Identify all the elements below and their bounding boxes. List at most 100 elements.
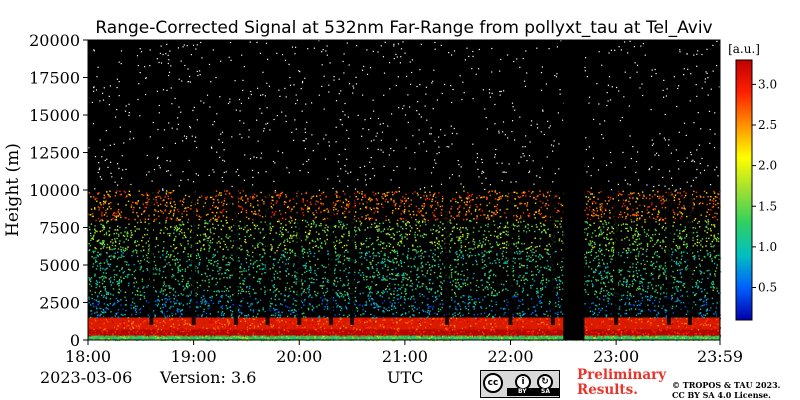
signal-speckle [524,337,527,340]
signal-speckle [178,265,180,267]
signal-speckle [483,333,485,335]
signal-speckle [208,303,210,305]
signal-speckle [306,288,309,290]
signal-speckle [316,306,318,308]
signal-speckle [257,337,259,339]
signal-speckle [106,261,108,263]
signal-speckle [228,322,230,325]
signal-speckle [137,323,139,325]
signal-speckle [219,322,221,324]
signal-speckle [99,315,101,317]
signal-speckle [424,321,426,323]
signal-speckle [641,297,643,299]
signal-speckle [647,304,649,306]
signal-speckle [153,334,155,336]
signal-speckle [308,269,311,272]
signal-speckle [354,317,356,320]
signal-speckle [250,335,252,337]
signal-speckle [467,309,470,311]
signal-speckle [276,325,278,328]
signal-speckle [715,311,717,313]
signal-speckle [314,290,316,293]
signal-speckle [139,308,142,310]
signal-speckle [291,318,294,320]
signal-speckle [325,328,328,331]
signal-speckle [641,335,644,337]
signal-speckle [197,332,199,335]
signal-speckle [590,331,593,334]
signal-speckle [478,335,480,337]
signal-speckle [475,322,477,325]
signal-speckle [301,313,303,315]
signal-speckle [215,336,217,338]
signal-speckle [388,309,390,312]
signal-speckle [428,279,430,281]
signal-speckle [295,276,297,278]
signal-speckle [703,272,705,274]
signal-speckle [588,266,590,268]
signal-speckle [522,311,524,313]
signal-speckle [614,337,616,339]
signal-speckle [108,265,111,267]
signal-speckle [512,295,515,297]
signal-speckle [441,306,443,309]
signal-speckle [359,321,362,323]
signal-speckle [413,298,415,300]
signal-speckle [558,300,560,303]
signal-speckle [190,299,192,301]
signal-speckle [164,315,166,317]
signal-speckle [399,333,401,335]
signal-speckle [536,334,538,337]
signal-speckle [269,305,272,308]
signal-speckle [288,294,290,297]
signal-speckle [348,330,350,332]
signal-speckle [384,260,386,263]
signal-speckle [647,299,649,301]
signal-speckle [560,324,563,326]
signal-speckle [450,297,453,299]
signal-speckle [89,304,92,306]
signal-speckle [689,331,691,334]
signal-speckle [420,266,422,269]
signal-speckle [592,276,595,278]
signal-speckle [637,300,640,302]
signal-speckle [501,335,504,337]
signal-speckle [441,331,443,333]
signal-speckle [418,307,420,309]
signal-speckle [655,336,657,338]
signal-speckle [637,333,639,336]
signal-speckle [278,290,280,293]
signal-speckle [382,311,385,313]
signal-speckle [166,310,168,313]
signal-speckle [463,274,465,277]
signal-speckle [224,326,226,328]
signal-speckle [247,336,249,338]
signal-speckle [251,303,253,305]
signal-speckle [270,326,272,328]
signal-speckle [432,336,434,338]
signal-speckle [264,310,267,313]
signal-speckle [462,295,464,297]
signal-speckle [664,311,667,313]
signal-speckle [409,339,411,342]
signal-speckle [173,336,175,338]
signal-speckle [665,322,668,324]
signal-speckle [611,278,613,280]
signal-speckle [157,298,159,301]
signal-speckle [672,321,674,323]
signal-speckle [313,282,315,284]
signal-speckle [138,309,141,311]
signal-speckle [502,267,505,269]
signal-speckle [669,337,671,339]
signal-speckle [416,308,418,310]
signal-speckle [384,319,386,321]
signal-speckle [217,311,219,313]
signal-speckle [400,335,402,338]
signal-speckle [670,333,673,335]
signal-speckle [201,335,203,337]
signal-speckle [197,317,200,319]
signal-speckle [165,298,167,300]
signal-speckle [373,271,375,274]
signal-speckle [319,285,321,287]
signal-speckle [600,290,602,293]
